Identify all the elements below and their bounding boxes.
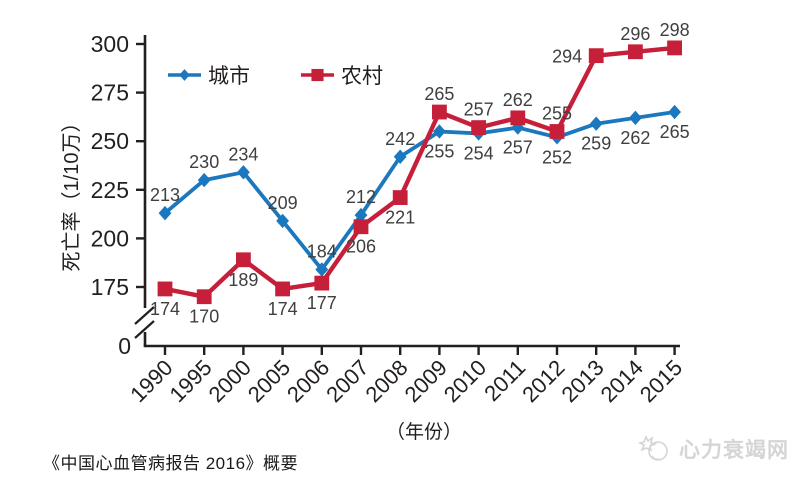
marker-diamond bbox=[197, 172, 211, 188]
data-label: 174 bbox=[150, 299, 180, 319]
data-label: 221 bbox=[385, 208, 415, 228]
data-label: 230 bbox=[189, 152, 219, 172]
data-label: 294 bbox=[552, 47, 582, 67]
x-tick-label: 2009 bbox=[400, 355, 452, 407]
marker-square bbox=[196, 289, 212, 305]
data-label: 242 bbox=[385, 129, 415, 149]
y-tick-label: 250 bbox=[91, 128, 129, 154]
data-label: 262 bbox=[620, 128, 650, 148]
marker-square bbox=[471, 120, 486, 135]
marker-diamond bbox=[629, 110, 642, 126]
site-name: 心力衰竭网 bbox=[679, 439, 789, 462]
axis-break-mark bbox=[134, 320, 155, 339]
data-label: 298 bbox=[660, 20, 690, 40]
y-tick-label: 175 bbox=[91, 274, 129, 300]
marker-diamond bbox=[354, 207, 368, 223]
marker-diamond bbox=[668, 104, 681, 120]
x-tick-label: 2011 bbox=[479, 355, 530, 406]
marker-square bbox=[432, 104, 447, 120]
data-label: 209 bbox=[268, 193, 298, 213]
data-label: 255 bbox=[542, 103, 572, 123]
data-label: 265 bbox=[424, 84, 454, 104]
data-label: 234 bbox=[228, 144, 258, 164]
data-label: 259 bbox=[581, 134, 611, 154]
data-label: 257 bbox=[503, 138, 533, 158]
marker-square bbox=[549, 124, 565, 139]
marker-diamond bbox=[179, 69, 190, 81]
series-line-urban bbox=[163, 110, 675, 272]
x-tick-label: 2010 bbox=[439, 355, 491, 407]
x-tick-label: 1990 bbox=[125, 355, 177, 407]
data-label: 184 bbox=[307, 242, 337, 262]
marker-diamond bbox=[315, 262, 329, 277]
data-label: 177 bbox=[307, 293, 337, 313]
data-label: 174 bbox=[268, 299, 298, 319]
y-tick-label: 225 bbox=[91, 177, 129, 203]
source-caption: 《中国心血管病报告 2016》概要 bbox=[43, 454, 299, 473]
marker-square bbox=[236, 252, 251, 268]
data-label: 170 bbox=[189, 307, 219, 327]
y-tick-label: 300 bbox=[91, 31, 129, 57]
data-label: 252 bbox=[542, 147, 572, 167]
x-tick-label: 2000 bbox=[204, 355, 256, 407]
marker-square bbox=[353, 219, 369, 235]
x-axis-title: （年份） bbox=[386, 421, 462, 443]
marker-square bbox=[667, 40, 682, 56]
data-label: 213 bbox=[150, 185, 180, 205]
marker-square bbox=[314, 275, 330, 291]
marker-diamond bbox=[433, 124, 446, 139]
site-watermark: 心力衰竭网 bbox=[638, 432, 789, 466]
y-tick-label: 275 bbox=[91, 80, 129, 106]
data-label: 262 bbox=[503, 90, 533, 110]
x-tick-label: 2014 bbox=[596, 355, 648, 407]
marker-square bbox=[510, 110, 526, 126]
y-axis-title: 死亡率（1/10万） bbox=[60, 113, 83, 272]
data-label: 255 bbox=[424, 141, 454, 161]
y-tick-label: 200 bbox=[91, 225, 129, 251]
x-tick-label: 2007 bbox=[321, 355, 373, 407]
marker-square bbox=[311, 68, 324, 82]
data-label: 206 bbox=[346, 237, 376, 257]
data-label: 296 bbox=[620, 24, 650, 44]
data-label: 212 bbox=[346, 187, 376, 207]
marker-square bbox=[275, 281, 290, 297]
data-label: 265 bbox=[660, 122, 690, 142]
marker-square bbox=[628, 44, 643, 60]
marker-square bbox=[588, 48, 604, 64]
x-tick-label: 2015 bbox=[635, 355, 687, 407]
data-label: 254 bbox=[464, 143, 494, 163]
x-tick-label: 1995 bbox=[164, 355, 216, 407]
marker-diamond bbox=[393, 149, 407, 164]
marker-diamond bbox=[589, 116, 603, 131]
x-tick-label: 2005 bbox=[243, 355, 295, 407]
legend-label-urban: 城市 bbox=[208, 65, 250, 88]
marker-square bbox=[392, 190, 408, 205]
data-label: 257 bbox=[464, 100, 494, 120]
marker-diamond bbox=[158, 205, 172, 221]
x-tick-label: 2008 bbox=[360, 355, 412, 407]
site-logo-icon bbox=[638, 435, 668, 461]
data-label: 189 bbox=[228, 270, 258, 290]
legend-label-rural: 农村 bbox=[341, 65, 383, 88]
x-tick-label: 2006 bbox=[282, 355, 334, 407]
x-tick-label: 2012 bbox=[517, 355, 569, 407]
x-tick-label: 2013 bbox=[556, 355, 608, 407]
marker-square bbox=[157, 281, 173, 297]
axis-break-mark bbox=[134, 306, 155, 325]
marker-diamond bbox=[237, 165, 250, 180]
y-tick-label-0: 0 bbox=[118, 333, 131, 359]
marker-diamond bbox=[276, 213, 289, 229]
